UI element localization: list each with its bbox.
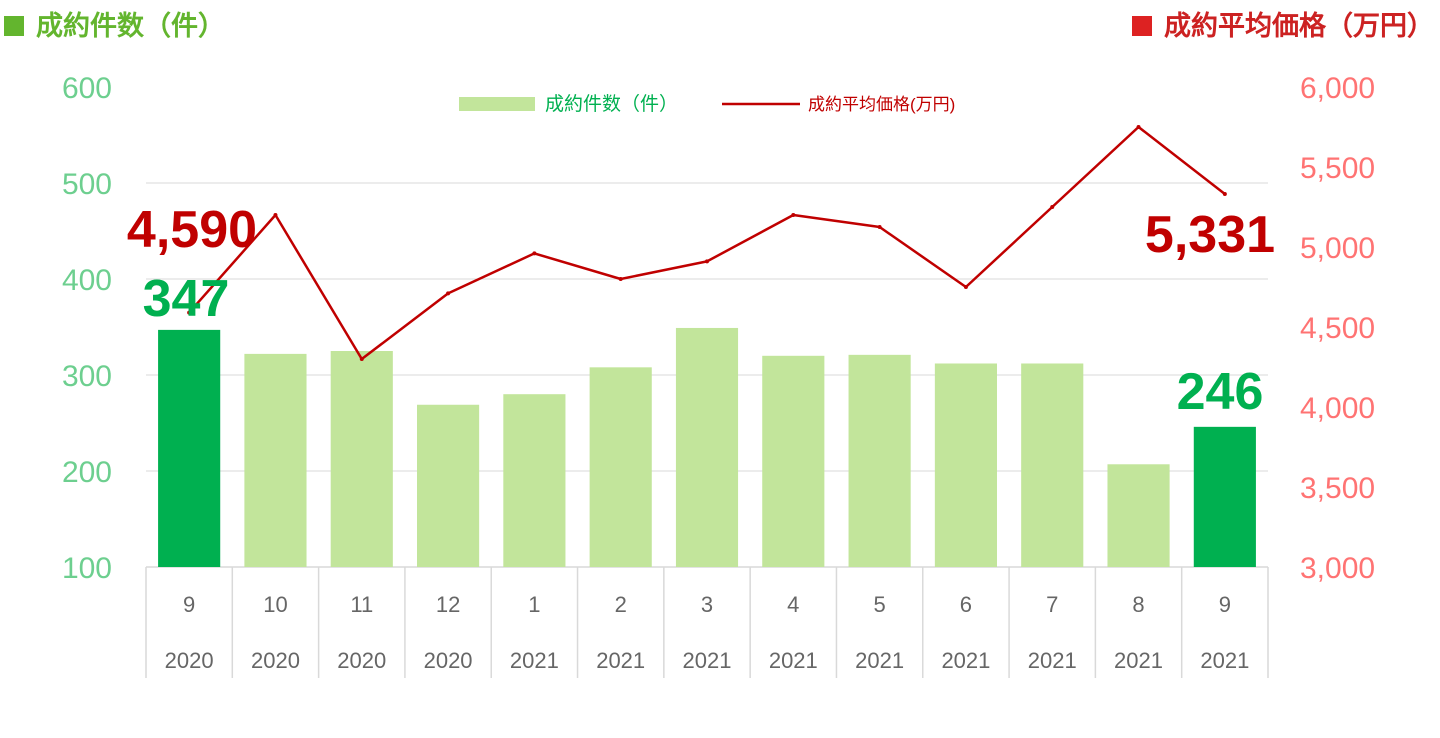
x-tick-label-month: 10 xyxy=(263,592,287,617)
legend-label-bar: 成約件数（件） xyxy=(545,93,678,115)
last-bar-value-label: 246 xyxy=(1177,363,1264,421)
right-axis-tick-label: 4,500 xyxy=(1300,312,1375,345)
bar xyxy=(1107,464,1170,567)
x-tick-label-year: 2020 xyxy=(337,648,386,673)
x-tick-label-month: 7 xyxy=(1046,592,1058,617)
left-axis-tick-label: 400 xyxy=(62,264,112,297)
line-point xyxy=(963,285,968,289)
first-line-value-label: 4,590 xyxy=(127,201,257,259)
x-tick-label-month: 3 xyxy=(701,592,713,617)
bar xyxy=(503,394,566,567)
legend-swatch-bar xyxy=(459,97,535,111)
bar xyxy=(244,353,307,567)
line-series-price xyxy=(188,125,1226,361)
legend-label-line: 成約平均価格(万円) xyxy=(808,95,955,114)
line-point xyxy=(1050,205,1055,209)
line-point xyxy=(705,259,709,264)
bar xyxy=(417,404,480,567)
right-axis-tick-label: 5,500 xyxy=(1300,152,1375,185)
bar xyxy=(158,329,221,567)
line-point xyxy=(1136,125,1141,129)
bar xyxy=(762,355,825,567)
bar xyxy=(675,327,739,567)
left-axis-tick-label: 100 xyxy=(62,552,112,585)
right-axis-tick-label: 3,500 xyxy=(1300,472,1375,505)
line-point xyxy=(791,213,796,217)
x-tick-label-year: 2021 xyxy=(769,648,818,673)
x-tick-label-month: 6 xyxy=(960,592,972,617)
first-bar-value-label: 347 xyxy=(143,270,230,328)
right-axis-header: 成約平均価格（万円） xyxy=(1132,4,1434,43)
left-axis-tick-label: 300 xyxy=(62,360,112,393)
x-tick-label-year: 2020 xyxy=(424,648,473,673)
right-axis-tick-label: 6,000 xyxy=(1300,72,1375,105)
red-square-icon xyxy=(1132,16,1152,36)
line-point xyxy=(187,310,192,315)
x-tick-label-month: 4 xyxy=(787,592,799,617)
x-tick-label-month: 2 xyxy=(615,592,627,617)
x-tick-label-month: 12 xyxy=(436,592,460,617)
x-tick-label-month: 9 xyxy=(1219,592,1231,617)
right-axis-tick-label: 4,000 xyxy=(1300,392,1375,425)
x-tick-label-year: 2021 xyxy=(1114,648,1163,673)
right-axis-tick-label: 5,000 xyxy=(1300,232,1375,265)
x-tick-label-month: 5 xyxy=(873,592,885,617)
x-tick-label-year: 2020 xyxy=(251,648,300,673)
right-axis-header-text: 成約平均価格（万円） xyxy=(1164,11,1434,42)
bar xyxy=(1021,363,1084,567)
left-axis-tick-label: 500 xyxy=(62,168,112,201)
x-tick-label-year: 2021 xyxy=(1028,648,1077,673)
x-tick-label-year: 2020 xyxy=(165,648,214,673)
bar xyxy=(589,367,652,567)
x-tick-label-month: 9 xyxy=(183,592,195,617)
left-axis-tick-label: 200 xyxy=(62,456,112,489)
x-tick-label-year: 2021 xyxy=(510,648,559,673)
left-axis-header-text: 成約件数（件） xyxy=(36,11,225,42)
x-tick-label-year: 2021 xyxy=(855,648,904,673)
green-square-icon xyxy=(4,16,24,36)
left-axis-tick-label: 600 xyxy=(62,72,112,105)
bar xyxy=(330,351,393,567)
bar xyxy=(934,363,997,567)
line-point xyxy=(877,225,882,229)
line-point xyxy=(446,291,451,296)
line-point xyxy=(273,213,278,217)
x-tick-label-year: 2021 xyxy=(596,648,645,673)
x-tick-label-year: 2021 xyxy=(1200,648,1249,673)
line-point xyxy=(1222,192,1227,197)
last-line-value-label: 5,331 xyxy=(1145,206,1275,264)
x-tick-label-month: 1 xyxy=(528,592,540,617)
x-tick-label-month: 8 xyxy=(1132,592,1144,617)
line-point xyxy=(618,277,623,281)
line-point xyxy=(359,357,364,361)
bar xyxy=(1193,426,1256,567)
line-point xyxy=(532,251,537,256)
x-tick-label-year: 2021 xyxy=(941,648,990,673)
right-axis-tick-label: 3,000 xyxy=(1300,552,1375,585)
x-tick-label-year: 2021 xyxy=(683,648,732,673)
left-axis-header: 成約件数（件） xyxy=(4,4,225,43)
bar xyxy=(848,354,911,567)
x-tick-label-month: 11 xyxy=(350,592,373,617)
